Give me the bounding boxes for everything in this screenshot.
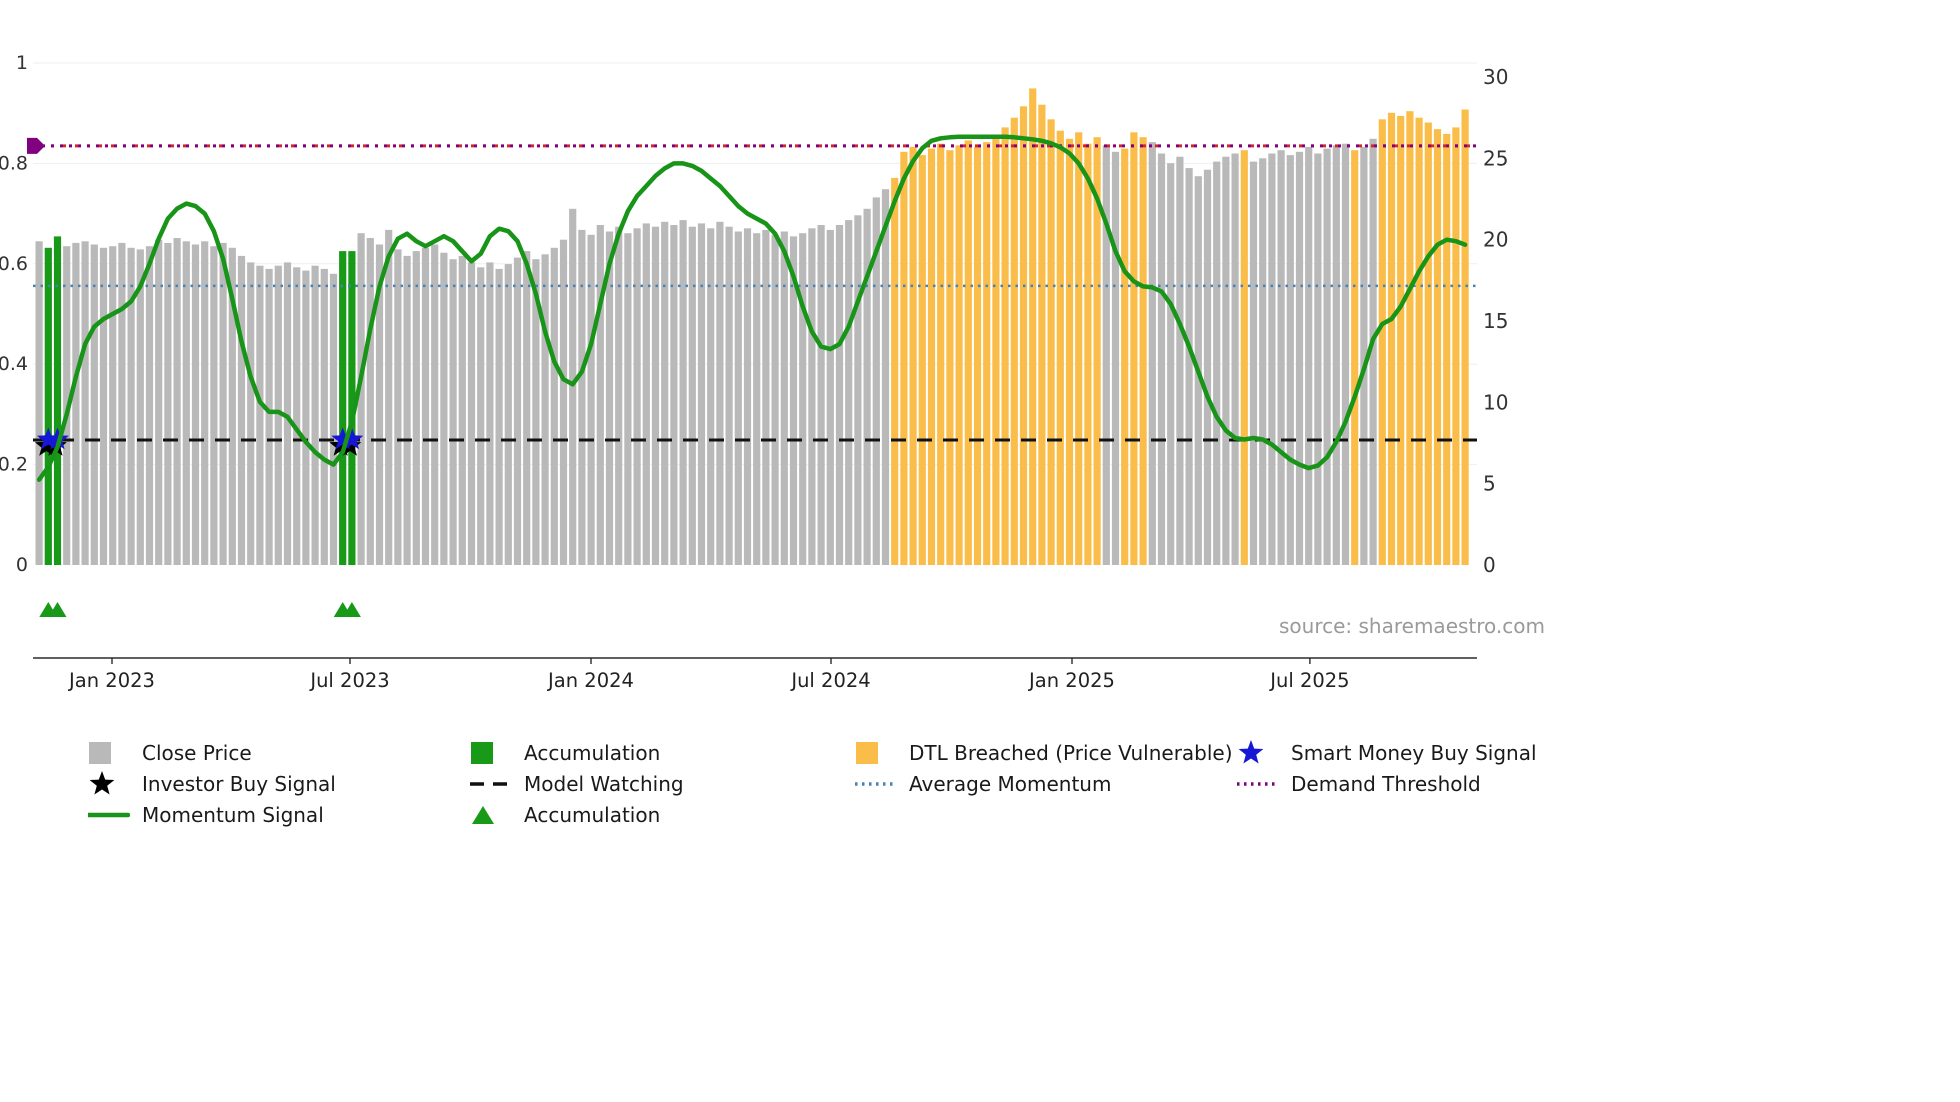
legend-label: Average Momentum bbox=[909, 771, 1112, 796]
x-axis-tick-labels: Jan 2023 Jul 2023 Jan 2024 Jul 2024 Jan 2025… bbox=[67, 658, 1350, 692]
legend-item-investor-buy-signal: Investor Buy Signal bbox=[88, 768, 470, 799]
legend-label: Demand Threshold bbox=[1291, 771, 1481, 796]
legend-label: Momentum Signal bbox=[142, 802, 324, 827]
legend-item-model-watching: Model Watching bbox=[470, 768, 855, 799]
line-legend-marker bbox=[88, 812, 130, 817]
triangle-legend-marker bbox=[472, 805, 494, 824]
legend-item-dtl-breached-price-vulnerable: DTL Breached (Price Vulnerable) bbox=[855, 737, 1237, 768]
svg-text:30: 30 bbox=[1483, 65, 1508, 89]
svg-text:0.4: 0.4 bbox=[0, 353, 28, 375]
dotted-legend-marker bbox=[855, 781, 895, 786]
svg-text:Jul 2025: Jul 2025 bbox=[1268, 669, 1349, 692]
legend-item-smart-money-buy-signal: Smart Money Buy Signal bbox=[1237, 737, 1577, 768]
momentum-signal-line bbox=[36, 134, 1468, 482]
svg-text:20: 20 bbox=[1483, 228, 1508, 252]
demand-threshold-marker bbox=[27, 137, 45, 154]
svg-text:Jul 2023: Jul 2023 bbox=[308, 669, 389, 692]
legend-item-accumulation: Accumulation bbox=[470, 737, 855, 768]
star-legend-marker bbox=[1238, 739, 1264, 763]
source-credit: source: sharemaestro.com bbox=[1279, 614, 1545, 638]
svg-text:Jul 2024: Jul 2024 bbox=[789, 669, 870, 692]
legend-item-average-momentum: Average Momentum bbox=[855, 768, 1237, 799]
square-legend-marker bbox=[856, 741, 878, 764]
legend-label: Smart Money Buy Signal bbox=[1291, 740, 1537, 765]
chart-legend: Close Price Accumulation DTL Breached (Pri… bbox=[88, 737, 1577, 830]
legend-item-accumulation: Accumulation bbox=[470, 799, 855, 830]
smart-money-star-markers bbox=[36, 427, 364, 450]
star-legend-marker bbox=[89, 770, 115, 794]
legend-item-momentum-signal: Momentum Signal bbox=[88, 799, 470, 830]
square-legend-marker bbox=[89, 741, 111, 764]
svg-text:25: 25 bbox=[1483, 146, 1508, 170]
svg-text:Jan 2024: Jan 2024 bbox=[546, 669, 634, 692]
demand-threshold-line bbox=[27, 137, 1477, 154]
dash-legend-marker bbox=[470, 781, 510, 786]
svg-text:10: 10 bbox=[1483, 390, 1508, 414]
legend-label: Model Watching bbox=[524, 771, 684, 796]
accumulation-triangle-markers bbox=[39, 602, 361, 617]
legend-label: Close Price bbox=[142, 740, 252, 765]
close-price-bars bbox=[35, 88, 1469, 566]
square-legend-marker bbox=[471, 741, 493, 764]
svg-text:0.6: 0.6 bbox=[0, 253, 28, 275]
svg-text:0.8: 0.8 bbox=[0, 152, 28, 174]
right-axis-tick-labels: 0 5 10 15 20 25 30 bbox=[1483, 65, 1508, 577]
svg-text:Jan 2023: Jan 2023 bbox=[67, 669, 155, 692]
svg-text:0.2: 0.2 bbox=[0, 454, 28, 476]
svg-text:1: 1 bbox=[16, 52, 28, 74]
legend-label: Investor Buy Signal bbox=[142, 771, 336, 796]
legend-item-demand-threshold: Demand Threshold bbox=[1237, 768, 1577, 799]
svg-text:5: 5 bbox=[1483, 472, 1496, 496]
svg-text:0: 0 bbox=[1483, 553, 1496, 577]
svg-text:15: 15 bbox=[1483, 309, 1508, 333]
legend-empty-cell bbox=[1237, 799, 1577, 830]
legend-empty-cell bbox=[855, 799, 1237, 830]
legend-label: Accumulation bbox=[524, 740, 661, 765]
left-axis-tick-labels: 0 0.2 0.4 0.6 0.8 1 bbox=[0, 52, 28, 576]
svg-text:0: 0 bbox=[16, 554, 28, 576]
legend-item-close-price: Close Price bbox=[88, 737, 470, 768]
legend-label: DTL Breached (Price Vulnerable) bbox=[909, 740, 1233, 765]
svg-text:Jan 2025: Jan 2025 bbox=[1027, 669, 1115, 692]
legend-label: Accumulation bbox=[524, 802, 661, 827]
dotted-legend-marker bbox=[1237, 781, 1277, 786]
